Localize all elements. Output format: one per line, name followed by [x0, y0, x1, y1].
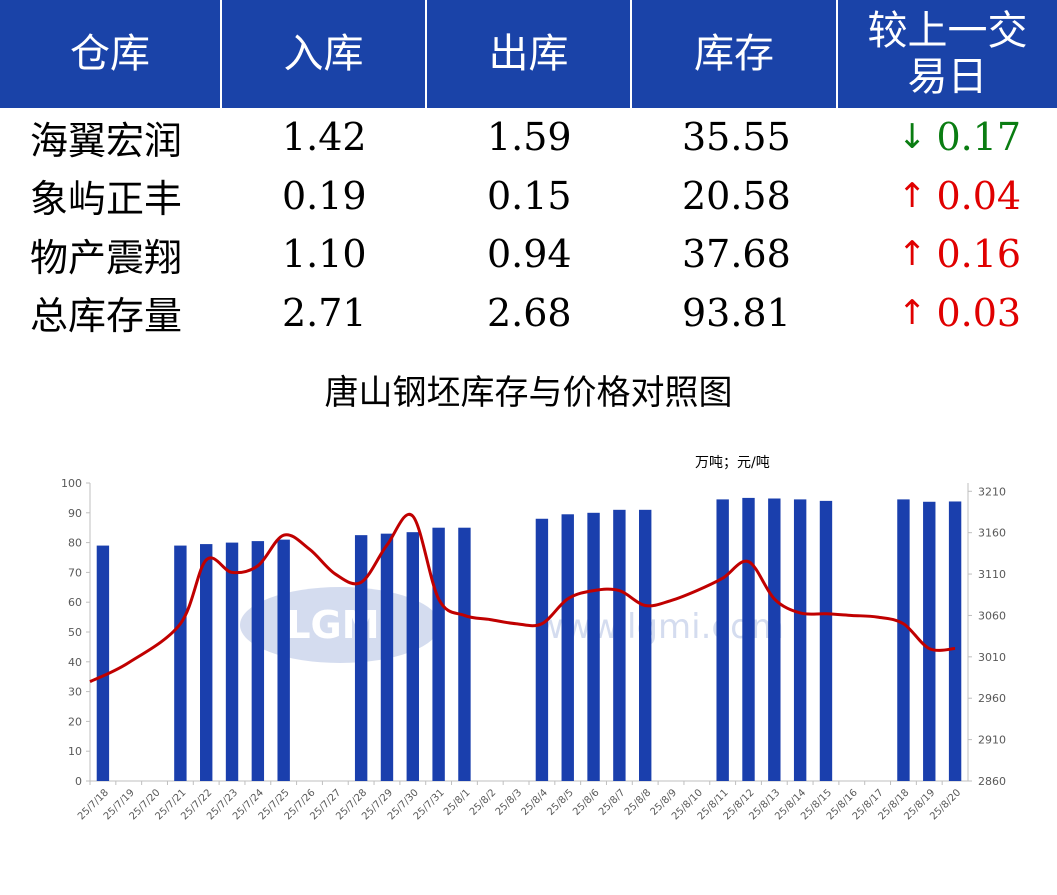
x-tick-label: 25/8/3 [494, 787, 525, 818]
inventory-bar [561, 514, 574, 781]
table-row: 海翼宏润 1.42 1.59 35.55 ↓ 0.17 [0, 108, 1057, 167]
inventory-bar [535, 518, 549, 781]
inventory-bar [380, 533, 394, 781]
table-row: 象屿正丰 0.19 0.15 20.58 ↑ 0.04 [0, 167, 1057, 226]
change-cell: ↑ 0.03 [838, 291, 1057, 335]
stock-value: 35.55 [682, 115, 791, 160]
inbound-value: 0.19 [282, 173, 367, 218]
inventory-bar [742, 497, 755, 781]
change-cell: ↑ 0.16 [838, 232, 1057, 276]
change-value: 0.04 [936, 173, 1022, 218]
arrow-up-icon: ↑ [898, 175, 927, 216]
y-left-tick-label: 10 [68, 745, 82, 758]
inventory-bar [587, 512, 600, 781]
inventory-bar [277, 539, 290, 781]
header-stock: 库存 [632, 0, 838, 108]
inventory-bar [768, 498, 781, 781]
inventory-bar [948, 501, 962, 781]
inventory-bar [613, 509, 626, 781]
stock-value: 20.58 [682, 173, 791, 218]
y-right-tick-label: 3160 [978, 527, 1006, 540]
y-right-tick-label: 3010 [978, 651, 1006, 664]
change-value: 0.03 [936, 290, 1022, 335]
x-tick-label: 25/8/6 [571, 787, 602, 818]
x-tick-label: 25/8/4 [519, 787, 550, 818]
header-inbound: 入库 [222, 0, 427, 108]
x-tick-label: 25/8/1 [442, 787, 473, 818]
y-left-tick-label: 90 [68, 507, 82, 520]
inventory-bar [897, 499, 910, 781]
outbound-value: 2.68 [487, 290, 572, 335]
inbound-value: 2.71 [282, 290, 367, 335]
watermark: LGMI www.lgmi.com [240, 587, 784, 663]
inventory-bar [923, 501, 936, 781]
inventory-bar [354, 535, 368, 781]
y-right-tick-label: 2860 [978, 775, 1006, 788]
x-tick-label: 25/8/2 [468, 787, 499, 818]
arrow-up-icon: ↑ [898, 234, 927, 275]
warehouse-name: 总库存量 [30, 294, 183, 339]
y-right-tick-label: 2960 [978, 692, 1006, 705]
inventory-table: 仓库 入库 出库 库存 较上一交易日 海翼宏润 1.42 1.59 35.55 ↓ 0.1… [0, 0, 1057, 342]
chart-title: 唐山钢坯库存与价格对照图 [324, 373, 733, 413]
table-row: 物产震翔 1.10 0.94 37.68 ↑ 0.16 [0, 225, 1057, 284]
inventory-bar [406, 532, 419, 781]
warehouse-name: 物产震翔 [30, 235, 183, 280]
watermark-text: LGMI [286, 603, 393, 647]
y-right-tick-label: 3110 [978, 568, 1006, 581]
inventory-bar [819, 500, 833, 781]
y-left-tick-label: 50 [68, 626, 82, 639]
inventory-bar [225, 542, 239, 781]
warehouse-name: 海翼宏润 [30, 118, 183, 163]
outbound-value: 0.94 [487, 232, 572, 277]
arrow-up-icon: ↑ [898, 292, 927, 333]
header-outbound: 出库 [427, 0, 632, 108]
change-value: 0.16 [936, 232, 1022, 277]
x-tick-label: 25/8/7 [597, 787, 628, 818]
y-left-tick-label: 60 [68, 596, 82, 609]
header-change: 较上一交易日 [838, 0, 1057, 108]
table-row: 总库存量 2.71 2.68 93.81 ↑ 0.03 [0, 284, 1057, 343]
x-tick-label: 25/8/8 [623, 787, 654, 818]
y-left-tick-label: 80 [68, 537, 82, 550]
arrow-down-icon: ↓ [898, 117, 927, 158]
inventory-bar [96, 545, 110, 781]
inventory-bar [432, 527, 445, 781]
table-body: 海翼宏润 1.42 1.59 35.55 ↓ 0.17 象屿正丰 0.19 0.15 20.58 ↑… [0, 108, 1057, 342]
y-left-tick-label: 100 [61, 477, 82, 490]
inventory-bar [200, 544, 213, 781]
inbound-value: 1.10 [282, 232, 367, 277]
y-left-tick-label: 40 [68, 656, 82, 669]
table-header: 仓库 入库 出库 库存 较上一交易日 [0, 0, 1057, 108]
y-left-tick-label: 0 [75, 775, 82, 788]
y-right-tick-label: 3060 [978, 609, 1006, 622]
inventory-bar [639, 509, 652, 781]
inventory-bar [458, 527, 471, 781]
outbound-value: 0.15 [487, 173, 572, 218]
header-warehouse: 仓库 [0, 0, 222, 108]
y-right-tick-label: 2910 [978, 734, 1006, 747]
change-cell: ↑ 0.04 [838, 174, 1057, 218]
stock-value: 93.81 [682, 290, 791, 335]
y-left-tick-label: 30 [68, 686, 82, 699]
y-right-tick-label: 3210 [978, 485, 1006, 498]
y-left-tick-label: 70 [68, 566, 82, 579]
change-value: 0.17 [936, 115, 1022, 160]
warehouse-name: 象屿正丰 [30, 177, 183, 222]
inventory-bar [793, 499, 807, 781]
y-left-tick-label: 20 [68, 715, 82, 728]
inventory-bar [174, 545, 187, 781]
change-cell: ↓ 0.17 [838, 115, 1057, 159]
inbound-value: 1.42 [282, 115, 367, 160]
inventory-bar [251, 541, 265, 781]
stock-value: 37.68 [682, 232, 791, 277]
price-line [89, 512, 956, 684]
unit-label: 万吨；元/吨 [695, 455, 770, 471]
outbound-value: 1.59 [487, 115, 572, 160]
x-tick-label: 25/8/5 [545, 787, 576, 818]
inventory-bar [716, 499, 729, 781]
